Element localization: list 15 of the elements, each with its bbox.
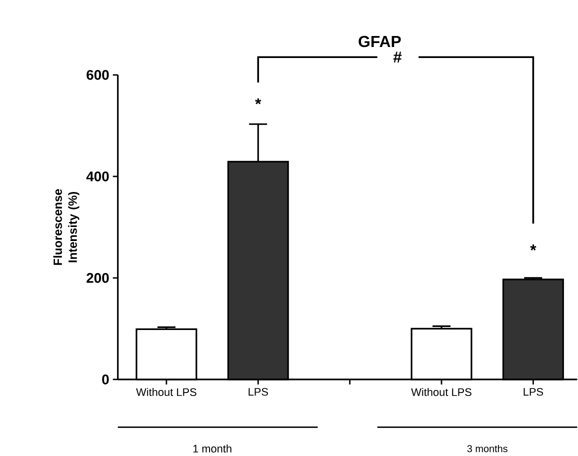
text: # [393, 52, 402, 63]
annotation: * [255, 98, 262, 104]
x-tick-label: LPS [248, 388, 268, 396]
y-axis-title: Fluorescense Intensity (%) [53, 189, 80, 265]
x-tick-label: LPS [524, 388, 544, 396]
x-tick-label: Without LPS [411, 388, 472, 396]
y-tick-label: 0 [102, 374, 109, 384]
y-tick-label: 600 [86, 70, 109, 80]
y-tick-label: 400 [86, 172, 109, 182]
y-tick-label: 200 [86, 273, 109, 283]
text: 3 months [467, 444, 508, 452]
text: 1 month [193, 444, 232, 453]
annotation: * [530, 244, 536, 251]
x-tick-label: Without LPS [136, 388, 196, 396]
chart-title: GFAP [358, 36, 401, 48]
